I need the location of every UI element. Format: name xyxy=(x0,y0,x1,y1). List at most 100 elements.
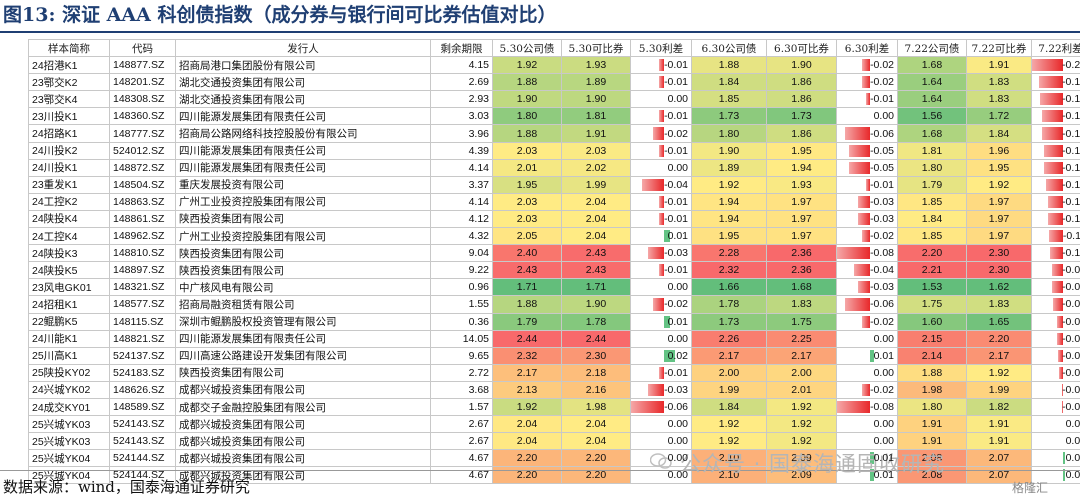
table-cell: 1.84 xyxy=(966,124,1032,143)
table-cell: 1.91 xyxy=(966,432,1032,451)
table-cell: -0.03 xyxy=(836,192,898,211)
table-cell: 1.56 xyxy=(897,107,967,126)
table-cell: 2.04 xyxy=(492,415,562,434)
spread-bar xyxy=(865,93,870,106)
table-cell: 1.81 xyxy=(897,141,967,160)
table-cell: 2.18 xyxy=(561,363,631,382)
spread-bar xyxy=(658,264,664,277)
table-cell: 1.62 xyxy=(966,278,1032,297)
table-cell: 1.78 xyxy=(691,295,767,314)
table-cell: 1.83 xyxy=(766,295,837,314)
table-cell: -0.11 xyxy=(1031,227,1080,246)
table-cell: -0.19 xyxy=(1031,73,1080,92)
table-cell: 1.92 xyxy=(966,363,1032,382)
table-cell: 1.79 xyxy=(897,175,967,194)
table-cell: 2.16 xyxy=(561,380,631,399)
spread-bar xyxy=(1052,298,1064,311)
table-cell: 24陕投K5 xyxy=(28,261,110,280)
spread-bar xyxy=(861,76,870,89)
spread-bar xyxy=(658,212,664,226)
table-cell: 0.00 xyxy=(630,329,692,348)
column-header: 7.22公司债 xyxy=(897,38,967,58)
table-cell: 1.57 xyxy=(430,397,493,417)
table-cell: 1.81 xyxy=(561,107,631,126)
spread-bar xyxy=(1051,264,1064,277)
table-cell: 1.97 xyxy=(966,209,1032,229)
table-cell: 1.84 xyxy=(897,209,967,229)
table-cell: 四川能源发展集团有限责任公司 xyxy=(175,141,431,160)
spread-bar xyxy=(658,144,664,157)
table-cell: 1.92 xyxy=(691,175,767,194)
table-cell: 陕西投资集团有限公司 xyxy=(175,209,431,229)
table-cell: 1.65 xyxy=(966,312,1032,331)
table-cell: 1.68 xyxy=(897,124,967,143)
table-row: 24川能K1 148821.SZ 四川能源发展集团有限责任公司 14.05 2.44 2.… xyxy=(28,329,1080,348)
table-cell: 1.95 xyxy=(691,227,767,246)
table-cell: 2.09 xyxy=(766,449,837,468)
table-cell: 广州工业投资控股集团有限公司 xyxy=(175,192,431,211)
table-cell: 2.26 xyxy=(691,329,767,348)
table-cell: 2.30 xyxy=(561,346,631,365)
spread-bar xyxy=(1056,315,1064,328)
spread-bar xyxy=(861,383,870,396)
table-row: 22鲲鹏K5 148115.SZ 深圳市鲲鹏股权投资管理有限公司 0.36 1.79 1.… xyxy=(28,312,1080,331)
spread-bar xyxy=(1038,76,1064,89)
table-cell: 1.98 xyxy=(897,380,967,399)
table-cell: 2.03 xyxy=(492,192,562,211)
table-cell: -0.13 xyxy=(1031,175,1080,194)
table-cell: 1.71 xyxy=(561,278,631,297)
table-cell: 1.84 xyxy=(691,397,767,417)
column-header: 5.30可比券 xyxy=(561,38,631,58)
table-cell: 1.86 xyxy=(766,73,837,92)
table-cell: -0.01 xyxy=(1031,397,1080,417)
spread-bar xyxy=(849,144,870,157)
table-cell: 2.21 xyxy=(897,261,967,280)
table-cell: 1.60 xyxy=(897,312,967,331)
spread-bar xyxy=(837,247,870,260)
table-cell: 1.83 xyxy=(966,73,1032,92)
wechat-icon xyxy=(650,453,672,469)
table-cell: 2.02 xyxy=(561,158,631,177)
table-cell: -0.05 xyxy=(836,141,898,160)
table-cell: -0.08 xyxy=(1031,295,1080,314)
spread-bar xyxy=(870,469,875,482)
table-cell: 14.05 xyxy=(430,329,493,348)
table-cell: 1.88 xyxy=(691,56,767,75)
table-row: 24兴城YK02 148626.SZ 成都兴城投资集团有限公司 3.68 2.13 2.1… xyxy=(28,380,1080,399)
table-cell: 广州工业投资控股集团有限公司 xyxy=(175,227,431,246)
table-cell: 1.72 xyxy=(966,107,1032,126)
table-cell: 4.14 xyxy=(430,192,493,211)
table-cell: 4.39 xyxy=(430,141,493,160)
column-header: 6.30可比券 xyxy=(766,38,837,58)
spread-bar xyxy=(837,400,870,414)
table-cell: 2.20 xyxy=(492,449,562,468)
spread-bar xyxy=(857,281,870,294)
table-cell: 2.20 xyxy=(561,449,631,468)
table-cell: 1.83 xyxy=(966,90,1032,109)
table-cell: 24招路K1 xyxy=(28,124,110,143)
table-cell: 148897.SZ xyxy=(109,261,176,280)
table-cell: 陕西投资集团有限公司 xyxy=(175,244,431,263)
logo: 格隆汇 xyxy=(1012,481,1049,495)
table-cell: 中广核风电有限公司 xyxy=(175,278,431,297)
table-cell: 成都兴城投资集团有限公司 xyxy=(175,432,431,451)
spread-bar xyxy=(653,127,664,140)
spread-bar xyxy=(658,76,664,89)
table-cell: 1.83 xyxy=(966,295,1032,314)
table-cell: 1.80 xyxy=(492,107,562,126)
table-cell: 1.89 xyxy=(561,73,631,92)
column-header: 样本简称 xyxy=(28,38,110,58)
table-cell: 24工控K2 xyxy=(28,192,110,211)
table-cell: 3.03 xyxy=(430,107,493,126)
table-cell: 2.14 xyxy=(897,346,967,365)
table-cell: -0.01 xyxy=(836,90,898,109)
table-cell: 2.69 xyxy=(430,73,493,92)
table-cell: -0.01 xyxy=(630,363,692,382)
table-cell: 2.20 xyxy=(966,329,1032,348)
table-cell: 1.91 xyxy=(897,415,967,434)
table-cell: 2.05 xyxy=(492,227,562,246)
table-cell: -0.01 xyxy=(630,209,692,229)
table-cell: -0.03 xyxy=(630,380,692,399)
column-header: 剩余期限 xyxy=(430,38,493,58)
table-cell: 1.92 xyxy=(691,415,767,434)
